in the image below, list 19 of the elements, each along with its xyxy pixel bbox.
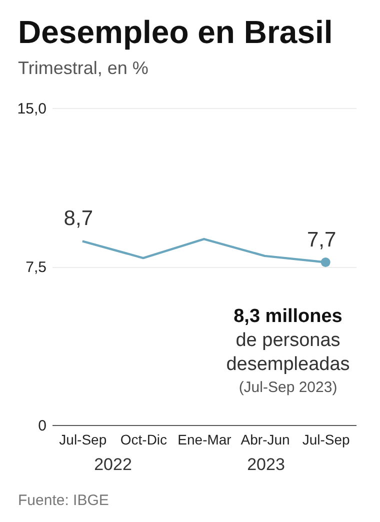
x-tick-label: Ene-Mar xyxy=(178,432,232,448)
x-tick-label: Abr-Jun xyxy=(240,432,290,448)
annotation: de personas xyxy=(236,330,340,351)
text: 2023 xyxy=(247,455,285,474)
chart-title: Desempleo en Brasil xyxy=(18,14,333,50)
x-tick-label: Oct-Dic xyxy=(120,432,168,448)
chart-subtitle: Trimestral, en % xyxy=(18,58,148,78)
source-note: Fuente: IBGE xyxy=(18,492,109,509)
x-tick-label: Jul-Sep xyxy=(302,432,350,448)
y-tick-label: 15,0 xyxy=(17,100,46,118)
annotation: desempleadas xyxy=(226,354,350,375)
y-tick-label: 7,5 xyxy=(26,259,46,276)
annotation: 8,3 millones xyxy=(234,306,342,327)
x-tick-label: Jul-Sep xyxy=(59,432,107,448)
text: 2022 xyxy=(94,455,132,474)
y-tick-label: 0 xyxy=(38,418,46,434)
data-label: 7,7 xyxy=(307,228,336,252)
annotation: (Jul-Sep 2023) xyxy=(238,379,338,396)
data-label: 8,7 xyxy=(64,207,93,230)
